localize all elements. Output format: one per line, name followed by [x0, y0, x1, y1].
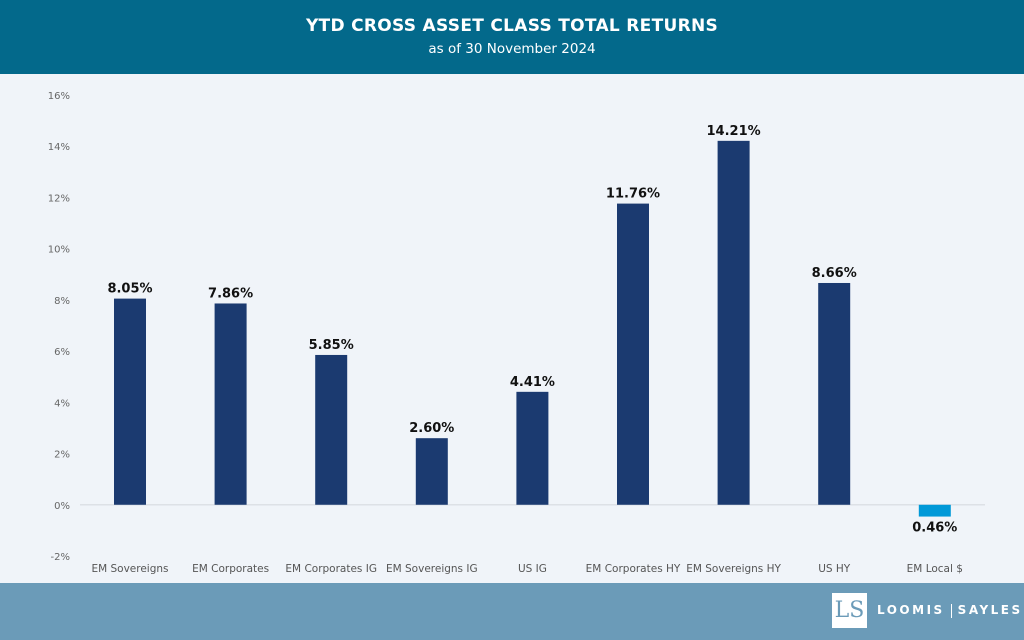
chart-title: YTD CROSS ASSET CLASS TOTAL RETURNS — [305, 16, 719, 36]
bar — [214, 303, 247, 505]
y-tick-label: 6% — [54, 347, 70, 358]
bar — [516, 391, 549, 505]
x-tick-label: US HY — [818, 563, 851, 575]
x-tick-label: US IG — [518, 563, 547, 575]
bar — [918, 504, 951, 517]
y-tick-label: 8% — [54, 296, 70, 307]
bar-chart: -2% 0% 2% 4% 6% 8% 10% 12% 14% 16% 8.05% EM Soverei… — [48, 91, 985, 575]
bar — [617, 203, 649, 505]
x-tick-label: EM Sovereigns IG — [386, 563, 478, 575]
y-tick-label: 10% — [48, 245, 70, 256]
y-tick-label: -2% — [51, 552, 70, 563]
bar — [415, 438, 448, 505]
y-tick-label: 16% — [48, 91, 70, 102]
logo-text-right: SAYLES — [957, 603, 1023, 618]
data-label: 7.86% — [208, 286, 253, 301]
data-label: 11.76% — [606, 187, 660, 202]
logo-mark-icon: LS — [832, 593, 867, 628]
y-tick-label: 2% — [54, 450, 70, 461]
data-label: 8.05% — [107, 282, 152, 297]
data-label: 8.66% — [812, 266, 857, 281]
bar — [315, 354, 348, 505]
footer: LS LOOMIS SAYLES — [0, 583, 1024, 640]
x-tick-label: EM Sovereigns — [91, 563, 168, 575]
y-tick-label: 14% — [48, 142, 70, 153]
logo-text-left: LOOMIS — [877, 603, 945, 618]
chart-subtitle: as of 30 November 2024 — [428, 41, 596, 57]
x-tick-label: EM Corporates IG — [285, 563, 377, 575]
data-label: 14.21% — [707, 124, 761, 139]
bar — [114, 298, 146, 505]
y-tick-label: 0% — [54, 501, 70, 512]
x-tick-label: EM Local $ — [907, 563, 963, 575]
loomis-sayles-logo: LS LOOMIS SAYLES — [832, 593, 1023, 628]
chart-header: YTD CROSS ASSET CLASS TOTAL RETURNS as o… — [0, 0, 1024, 74]
data-label: 4.41% — [510, 375, 555, 390]
x-tick-label: EM Corporates — [192, 563, 269, 575]
bar — [717, 140, 750, 505]
y-tick-label: 4% — [54, 398, 70, 409]
data-label: 2.60% — [409, 421, 454, 436]
x-tick-label: EM Corporates HY — [586, 563, 681, 575]
y-tick-label: 12% — [48, 193, 70, 204]
data-label: 0.46% — [912, 521, 957, 536]
bar — [818, 282, 851, 505]
data-label: 5.85% — [309, 338, 354, 353]
x-tick-label: EM Sovereigns HY — [686, 563, 781, 575]
